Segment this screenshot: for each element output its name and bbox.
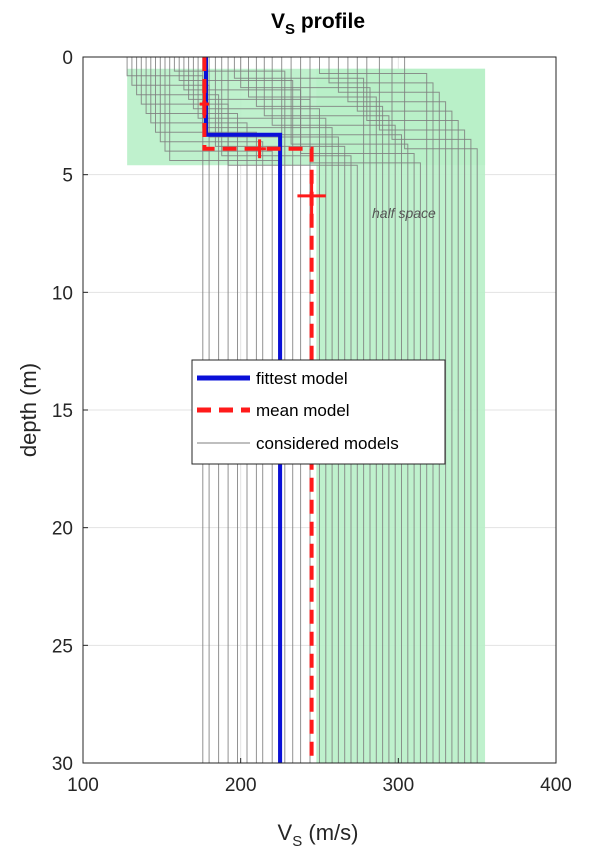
legend-label-fittest: fittest model <box>256 369 348 388</box>
y-tick-label-20: 20 <box>52 519 73 540</box>
considered-model-38 <box>391 57 472 763</box>
considered-model-37 <box>378 57 466 763</box>
legend-label-considered: considered models <box>256 434 399 453</box>
considered-model-36 <box>366 57 459 763</box>
y-tick-label-30: 30 <box>52 754 73 775</box>
considered-model-34 <box>347 57 447 763</box>
x-tick-label-300: 300 <box>382 775 414 796</box>
y-tick-label-15: 15 <box>52 401 73 422</box>
legend: fittest model mean model considered mode… <box>191 359 446 465</box>
x-tick-label-400: 400 <box>540 775 572 796</box>
halfspace-annotation: half space <box>372 205 436 221</box>
axis-ticks: 100 200 300 400 0 5 10 15 20 25 30 <box>52 48 572 796</box>
y-tick-label-10: 10 <box>52 283 73 304</box>
y-axis-label: depth (m) <box>16 363 41 457</box>
x-axis-label: VS (m/s) <box>278 820 359 850</box>
legend-label-mean: mean model <box>256 401 350 420</box>
x-tick-label-100: 100 <box>67 775 99 796</box>
chart-title: VS profile <box>271 10 365 38</box>
x-tick-label-200: 200 <box>225 775 257 796</box>
y-tick-label-25: 25 <box>52 636 73 657</box>
y-tick-label-5: 5 <box>62 166 73 187</box>
considered-model-39 <box>404 57 478 763</box>
y-tick-label-0: 0 <box>62 48 73 69</box>
